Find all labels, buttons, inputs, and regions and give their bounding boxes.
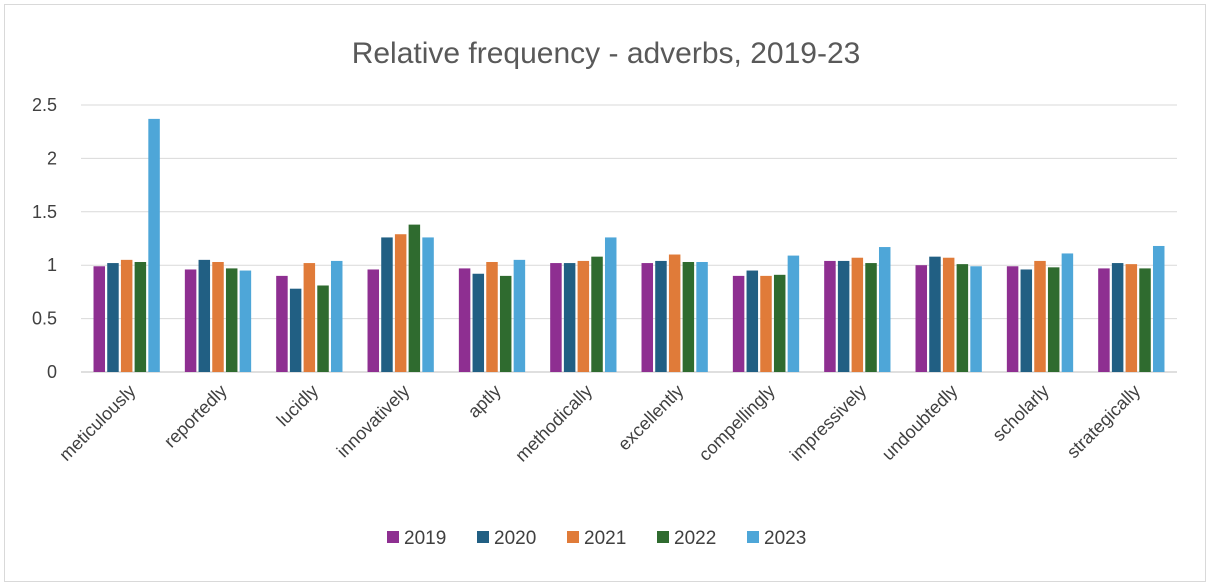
bar-2022-strategically xyxy=(1139,268,1151,372)
legend-label: 2020 xyxy=(494,528,536,549)
bar-2022-undoubtedly xyxy=(956,264,969,372)
x-category-label: undoubtedly xyxy=(878,381,962,465)
bar-2021-methodically xyxy=(577,260,590,372)
bar-2020-undoubtedly xyxy=(929,256,941,372)
bar-2020-compellingly xyxy=(746,270,759,372)
bar-2023-scholarly xyxy=(1061,253,1074,372)
gridlines xyxy=(81,104,1177,373)
bar-2021-scholarly xyxy=(1034,260,1046,372)
bar-2021-excellently xyxy=(668,254,681,372)
bar-2023-impressively xyxy=(878,247,891,372)
x-category-label: impressively xyxy=(786,381,870,465)
y-tick-label: 0 xyxy=(47,362,57,382)
bar-2021-aptly xyxy=(486,261,498,372)
bar-2020-lucidly xyxy=(289,288,302,372)
legend-label: 2021 xyxy=(584,528,626,549)
bar-2021-compellingly xyxy=(760,275,772,372)
bar-2023-strategically xyxy=(1152,245,1165,372)
bar-2021-undoubtedly xyxy=(942,257,955,372)
x-category-label: scholarly xyxy=(988,381,1052,445)
bar-2022-aptly xyxy=(499,275,512,372)
bar-2019-strategically xyxy=(1098,268,1110,372)
bar-chart: Relative frequency - adverbs, 2019-23 00… xyxy=(32,37,1177,549)
bar-2019-aptly xyxy=(458,268,471,372)
bars xyxy=(93,118,1165,372)
bar-2023-reportedly xyxy=(239,270,252,372)
bar-2019-meticulously xyxy=(93,266,106,372)
bar-2023-excellently xyxy=(696,261,708,372)
bar-2023-aptly xyxy=(513,259,526,372)
x-category-label: strategically xyxy=(1063,381,1144,462)
bar-2022-scholarly xyxy=(1047,267,1060,372)
bar-2020-meticulously xyxy=(107,263,119,372)
legend-swatch-2019 xyxy=(387,531,399,543)
bar-2019-reportedly xyxy=(184,269,197,372)
bar-2022-excellently xyxy=(682,261,695,372)
bar-2023-lucidly xyxy=(330,260,343,372)
y-tick-label: 2.5 xyxy=(32,95,57,115)
bar-2023-meticulously xyxy=(148,118,160,372)
legend-swatch-2021 xyxy=(567,531,579,543)
bar-2019-scholarly xyxy=(1006,266,1019,372)
bar-2019-undoubtedly xyxy=(915,265,928,372)
y-tick-label: 2 xyxy=(47,148,57,168)
y-tick-label: 0.5 xyxy=(32,309,57,329)
x-category-label: innovatively xyxy=(333,381,414,462)
x-axis-category-labels: meticulously reportedly lucidly innovativel… xyxy=(55,381,1144,466)
bar-2019-impressively xyxy=(824,260,836,372)
x-category-label: compellingly xyxy=(695,381,779,465)
bar-2020-aptly xyxy=(472,273,485,372)
bar-2022-methodically xyxy=(591,256,603,372)
y-tick-label: 1.5 xyxy=(32,202,57,222)
bar-2022-innovatively xyxy=(408,224,421,372)
bar-2020-impressively xyxy=(837,260,850,372)
bar-2021-impressively xyxy=(851,257,864,372)
bar-2023-compellingly xyxy=(787,255,800,372)
bar-2021-reportedly xyxy=(212,261,224,372)
bar-2021-lucidly xyxy=(303,263,316,372)
x-category-label: reportedly xyxy=(160,381,231,452)
bar-2020-methodically xyxy=(563,263,576,372)
bar-2023-undoubtedly xyxy=(970,266,982,372)
bar-2021-innovatively xyxy=(394,234,407,372)
bar-2020-excellently xyxy=(655,260,667,372)
legend-swatch-2020 xyxy=(477,531,489,543)
bar-2022-meticulously xyxy=(134,261,147,372)
legend-swatch-2023 xyxy=(747,531,759,543)
bar-2020-scholarly xyxy=(1020,269,1033,372)
y-tick-label: 1 xyxy=(47,255,57,275)
bar-2023-methodically xyxy=(604,237,617,372)
bar-2019-lucidly xyxy=(276,275,288,372)
legend-swatch-2022 xyxy=(657,531,669,543)
x-category-label: methodically xyxy=(511,381,596,466)
bar-2021-meticulously xyxy=(120,259,133,372)
legend-label: 2019 xyxy=(404,528,446,549)
bar-2019-excellently xyxy=(641,263,654,372)
x-category-label: aptly xyxy=(464,381,505,422)
legend: 2019 2020 2021 2022 2023 xyxy=(387,528,806,549)
x-category-label: lucidly xyxy=(273,381,323,431)
x-category-label: excellently xyxy=(614,381,688,455)
bar-2022-reportedly xyxy=(225,268,238,372)
bar-2023-innovatively xyxy=(422,237,434,372)
y-axis-tick-labels: 0 0.5 1 1.5 2 2.5 xyxy=(32,95,57,382)
bar-2019-compellingly xyxy=(732,275,745,372)
chart-title: Relative frequency - adverbs, 2019-23 xyxy=(352,37,861,70)
bar-2019-methodically xyxy=(550,263,562,372)
legend-label: 2023 xyxy=(764,528,806,549)
x-category-label: meticulously xyxy=(55,381,139,465)
bar-2020-reportedly xyxy=(198,259,211,372)
bar-2019-innovatively xyxy=(367,269,380,372)
bar-2022-compellingly xyxy=(773,274,786,372)
bar-2020-innovatively xyxy=(381,237,393,372)
bar-2022-lucidly xyxy=(317,285,329,372)
legend-label: 2022 xyxy=(674,528,716,549)
bar-2021-strategically xyxy=(1125,264,1138,372)
bar-2020-strategically xyxy=(1111,263,1124,372)
bar-2022-impressively xyxy=(865,263,877,372)
